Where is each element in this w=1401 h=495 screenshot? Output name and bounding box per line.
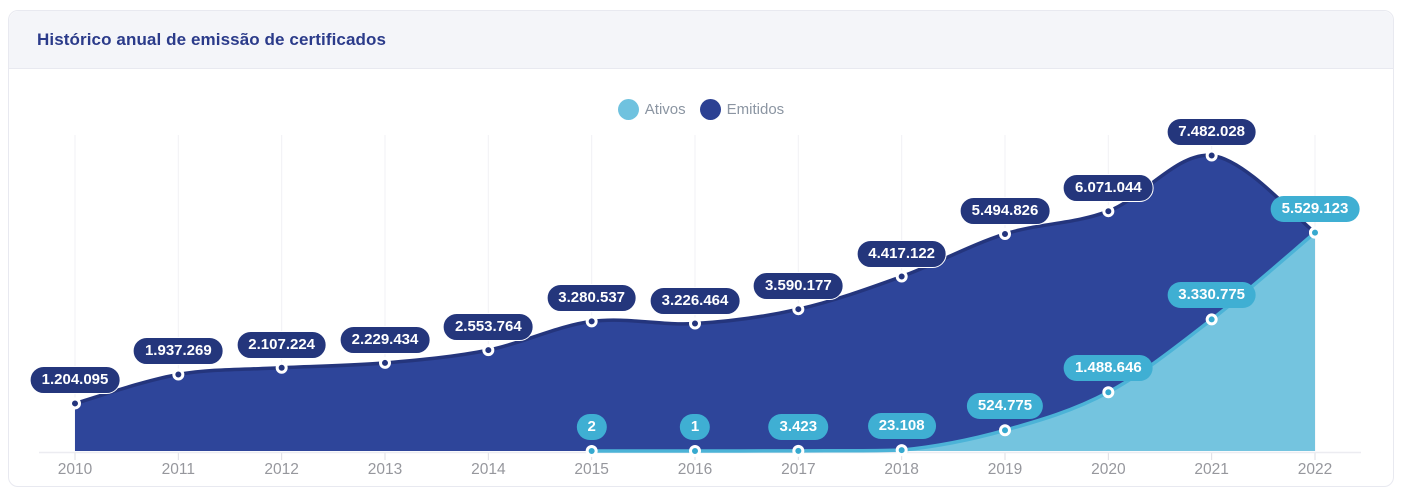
data-point-marker-ativos[interactable] <box>895 444 908 457</box>
data-label-pill-ativos: 1 <box>679 413 711 440</box>
data-point-marker-emitidos[interactable] <box>1205 149 1218 162</box>
data-label-pill-ativos: 3.330.775 <box>1167 282 1257 309</box>
data-point-marker-emitidos[interactable] <box>172 368 185 381</box>
data-label-pill-emitidos: 3.226.464 <box>649 286 741 315</box>
x-axis-label: 2015 <box>574 461 608 478</box>
data-point-marker-emitidos[interactable] <box>379 356 391 369</box>
chart-legend: Ativos Emitidos <box>9 99 1393 120</box>
data-point-marker-emitidos[interactable] <box>275 361 288 374</box>
legend-label-ativos: Ativos <box>644 101 686 118</box>
chart-area: Ativos Emitidos 2010 2011 2012 2013 2014 2015… <box>9 69 1393 486</box>
page-title: Histórico anual de emissão de certificad… <box>37 29 387 49</box>
chart-card: Histórico anual de emissão de certificad… <box>8 10 1394 487</box>
x-axis-label: 2014 <box>471 461 506 478</box>
data-point-marker-emitidos[interactable] <box>792 303 805 316</box>
data-label-pill-emitidos: 3.280.537 <box>546 284 638 313</box>
data-label-pill-emitidos: 3.590.177 <box>752 272 844 301</box>
data-label-pill-emitidos: 6.071.044 <box>1062 174 1154 203</box>
emitidos-dot-icon <box>699 99 721 120</box>
data-point-marker-ativos[interactable] <box>585 444 598 457</box>
data-point-marker-emitidos[interactable] <box>999 227 1011 240</box>
legend-item-emitidos[interactable]: Emitidos <box>699 99 785 120</box>
data-label-pill-emitidos: 2.229.434 <box>339 325 431 354</box>
series-area-ativos <box>591 232 1315 451</box>
data-label-pill-emitidos: 1.204.095 <box>29 366 121 395</box>
x-axis-label: 2020 <box>1091 461 1126 478</box>
x-axis-label: 2011 <box>162 461 195 478</box>
data-label-pill-ativos: 1.488.646 <box>1063 355 1153 382</box>
data-label-pill-ativos: 3.423 <box>768 413 829 440</box>
data-point-marker-ativos[interactable] <box>792 444 805 457</box>
x-axis-label: 2012 <box>264 461 298 478</box>
data-label-pill-ativos: 5.529.123 <box>1270 195 1360 222</box>
ativos-dot-icon <box>617 99 639 120</box>
x-axis-label: 2017 <box>781 461 815 478</box>
data-point-marker-ativos[interactable] <box>1205 313 1218 326</box>
data-label-pill-ativos: 2 <box>576 413 607 440</box>
data-label-pill-emitidos: 2.107.224 <box>236 330 328 359</box>
data-point-marker-emitidos[interactable] <box>1102 205 1115 218</box>
data-point-marker-emitidos[interactable] <box>689 317 701 330</box>
data-point-marker-ativos[interactable] <box>689 444 701 457</box>
legend-label-emitidos: Emitidos <box>726 101 785 118</box>
data-label-pill-ativos: 23.108 <box>867 413 936 440</box>
data-point-marker-ativos[interactable] <box>1309 226 1321 239</box>
x-axis-label: 2016 <box>678 461 712 478</box>
data-label-pill-emitidos: 1.937.269 <box>132 337 224 366</box>
data-label-pill-emitidos: 5.494.826 <box>959 196 1051 225</box>
x-axis-label: 2010 <box>58 461 93 478</box>
x-axis-label: 2022 <box>1298 461 1332 478</box>
x-axis-label: 2021 <box>1194 461 1228 478</box>
x-axis-label: 2018 <box>884 461 918 478</box>
data-point-marker-emitidos[interactable] <box>482 344 495 357</box>
legend-item-ativos[interactable]: Ativos <box>617 99 686 120</box>
x-axis-label: 2019 <box>988 461 1022 478</box>
data-point-marker-ativos[interactable] <box>1102 386 1115 399</box>
data-label-pill-emitidos: 2.553.764 <box>442 313 534 342</box>
data-point-marker-ativos[interactable] <box>999 424 1011 437</box>
series-area-emitidos <box>75 155 1315 451</box>
area-chart[interactable]: 2010 2011 2012 2013 2014 2015 2016 2017 2018 2019… <box>9 69 1393 486</box>
data-point-marker-emitidos[interactable] <box>585 315 598 328</box>
data-label-pill-ativos: 524.775 <box>966 393 1044 420</box>
data-point-marker-emitidos[interactable] <box>69 397 81 410</box>
x-axis-label: 2013 <box>368 461 402 478</box>
data-label-pill-emitidos: 7.482.028 <box>1166 118 1258 147</box>
data-label-pill-emitidos: 4.417.122 <box>856 239 948 268</box>
card-header: Histórico anual de emissão de certificad… <box>9 11 1393 69</box>
data-point-marker-emitidos[interactable] <box>895 270 908 283</box>
